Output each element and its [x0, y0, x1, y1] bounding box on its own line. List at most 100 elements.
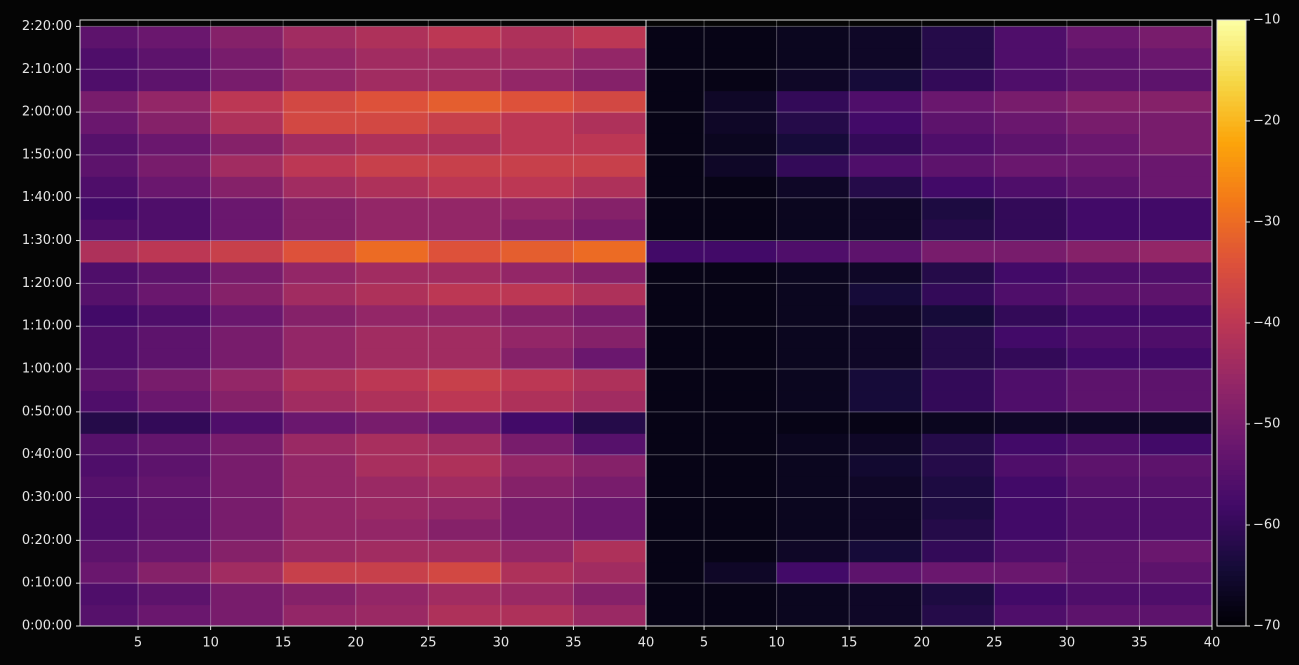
y-tick-label: 0:50:00 — [22, 404, 72, 419]
heat-cell — [573, 112, 647, 134]
heat-cell — [138, 476, 212, 499]
heat-cell — [573, 154, 647, 177]
heat-cell — [1066, 411, 1140, 434]
heat-cell — [849, 411, 923, 434]
heat-cell — [849, 518, 923, 541]
heat-cell — [210, 497, 284, 520]
heat-cell — [921, 69, 995, 92]
heat-cell — [210, 411, 284, 434]
colorbar-swatch — [1217, 30, 1246, 36]
heat-cell — [1066, 540, 1140, 563]
heat-cell — [921, 197, 995, 220]
heat-cell — [428, 326, 502, 349]
heat-cell — [1139, 304, 1213, 327]
heat-cell — [994, 90, 1068, 113]
heat-cell — [428, 411, 502, 434]
heat-cell — [355, 326, 429, 349]
heat-cell — [1066, 304, 1140, 327]
heat-cell — [500, 154, 574, 177]
heat-cell — [428, 518, 502, 541]
x-tick-label: 20 — [347, 636, 364, 651]
heat-cell — [80, 47, 139, 70]
heat-cell — [1066, 112, 1140, 134]
colorbar-swatch — [1217, 267, 1246, 274]
heat-cell — [500, 69, 574, 92]
heat-cell — [80, 369, 139, 391]
heat-cell — [138, 454, 212, 477]
heat-cell — [573, 390, 647, 413]
heat-cell — [210, 90, 284, 113]
heat-cell — [1066, 476, 1140, 499]
heat-cell — [646, 261, 705, 284]
heat-cell — [573, 176, 647, 199]
heat-cell — [704, 326, 778, 349]
heat-cell — [776, 240, 850, 263]
heat-cell — [355, 240, 429, 263]
colorbar-swatch — [1217, 277, 1246, 284]
heat-cell — [994, 411, 1068, 434]
heat-cell — [138, 283, 212, 306]
heat-cell — [849, 390, 923, 413]
heat-cell — [138, 26, 212, 49]
x-tick-label: 35 — [565, 636, 582, 651]
heat-cell — [500, 454, 574, 477]
y-tick-label: 0:00:00 — [22, 619, 72, 634]
heat-cell — [283, 540, 357, 563]
heat-cell — [210, 69, 284, 92]
heat-cell — [428, 476, 502, 499]
heat-cell — [573, 69, 647, 92]
heat-cell — [283, 90, 357, 113]
heat-cell — [80, 411, 139, 434]
heat-cell — [210, 26, 284, 49]
heat-cell — [646, 497, 705, 520]
colorbar-swatch — [1217, 610, 1246, 617]
heat-cell — [994, 154, 1068, 177]
heat-cell — [500, 476, 574, 499]
heat-cell — [994, 476, 1068, 499]
heat-cell — [500, 133, 574, 156]
colorbar-swatch — [1217, 464, 1246, 471]
heat-cell — [210, 133, 284, 156]
heat-cell — [428, 583, 502, 606]
heat-cell — [210, 112, 284, 134]
colorbar-swatch — [1217, 201, 1246, 208]
colorbar-swatch — [1217, 196, 1246, 203]
heat-cell — [1139, 176, 1213, 199]
heat-cell — [646, 411, 705, 434]
heat-cell — [704, 176, 778, 199]
heat-cell — [573, 497, 647, 520]
heat-cell — [428, 219, 502, 242]
colorbar-swatch — [1217, 317, 1246, 324]
heat-cell — [500, 604, 574, 627]
colorbar-swatch — [1217, 590, 1246, 597]
heat-cell — [573, 240, 647, 263]
heat-cell — [283, 283, 357, 306]
colorbar-swatch — [1217, 45, 1246, 51]
heat-cell — [704, 112, 778, 134]
heat-cell — [80, 112, 139, 134]
heat-cell — [500, 561, 574, 584]
heat-cell — [704, 369, 778, 391]
heat-cell — [776, 454, 850, 477]
heat-cell — [500, 326, 574, 349]
heat-cell — [776, 112, 850, 134]
heat-cell — [283, 154, 357, 177]
colorbar-swatch — [1217, 257, 1246, 263]
heat-cell — [283, 47, 357, 70]
heat-cell — [646, 133, 705, 156]
colorbar-swatch — [1217, 449, 1246, 455]
colorbar-swatch — [1217, 242, 1246, 248]
heat-cell — [573, 347, 647, 370]
heat-cell — [355, 540, 429, 563]
heat-cell — [1139, 518, 1213, 541]
colorbar-swatch — [1217, 211, 1246, 218]
heat-cell — [210, 197, 284, 220]
colorbar-tick-label: −40 — [1253, 316, 1280, 331]
colorbar-swatch — [1217, 115, 1246, 122]
heat-cell — [210, 540, 284, 563]
heat-cell — [80, 497, 139, 520]
x-tick-label: 25 — [420, 636, 437, 651]
colorbar-swatch — [1217, 156, 1246, 162]
heat-cell — [355, 69, 429, 92]
heat-cell — [1066, 561, 1140, 584]
